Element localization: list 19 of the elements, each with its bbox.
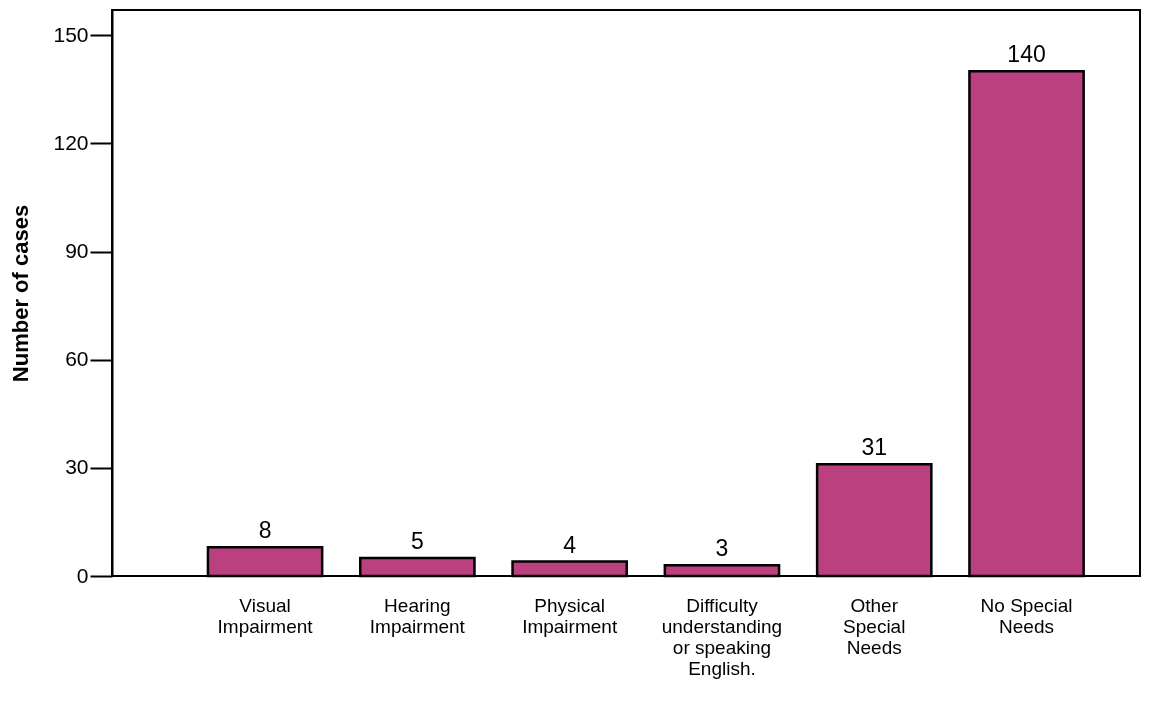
x-tick-label: Physical Impairment (522, 594, 618, 637)
x-tick-label: Visual Impairment (217, 594, 314, 637)
y-tick-label: 60 (65, 347, 89, 371)
data-label: 8 (258, 517, 272, 544)
y-axis-title: Number of cases (8, 204, 34, 383)
y-tick-label: 120 (53, 130, 89, 154)
x-tick-label: Difficulty understanding or speaking English. (661, 594, 783, 679)
x-tick-label: No Special Needs (980, 594, 1073, 637)
y-tick-label: 30 (65, 455, 89, 479)
y-tick-label: 150 (53, 22, 89, 46)
data-label: 31 (861, 434, 888, 461)
x-tick-label: Hearing Impairment (369, 594, 466, 637)
y-tick-label: 0 (76, 563, 89, 587)
data-label: 3 (715, 535, 729, 562)
data-label: 140 (1007, 41, 1046, 68)
x-tick-label: Other Special Needs (843, 594, 906, 658)
data-label: 4 (563, 531, 577, 558)
y-tick-label: 90 (65, 239, 89, 263)
data-label: 5 (410, 527, 424, 554)
